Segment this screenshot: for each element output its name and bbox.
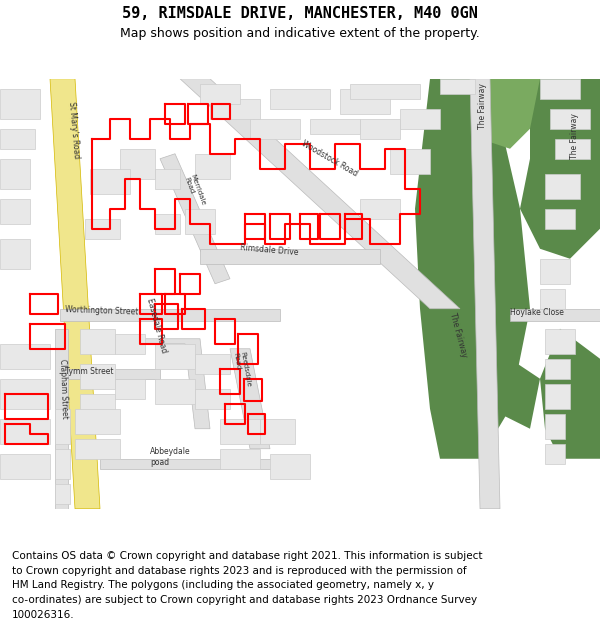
Polygon shape [55,449,70,479]
Polygon shape [250,119,300,139]
Polygon shape [0,419,50,444]
Polygon shape [220,449,260,469]
Text: HM Land Registry. The polygons (including the associated geometry, namely x, y: HM Land Registry. The polygons (includin… [12,580,434,590]
Polygon shape [270,454,310,479]
Polygon shape [390,149,430,174]
Polygon shape [100,459,300,469]
Polygon shape [230,349,270,449]
Polygon shape [0,239,30,269]
Polygon shape [55,409,70,444]
Polygon shape [130,339,210,429]
Text: The Fairway: The Fairway [448,312,469,359]
Polygon shape [0,129,35,149]
Polygon shape [115,379,145,399]
Polygon shape [470,79,500,509]
Polygon shape [160,154,230,284]
Polygon shape [155,214,180,234]
Polygon shape [185,209,215,234]
Polygon shape [310,119,360,134]
Polygon shape [210,99,260,119]
Polygon shape [195,154,230,179]
Text: Rimsdale Drive: Rimsdale Drive [240,242,299,257]
Polygon shape [545,414,565,439]
Text: Merridale
Road: Merridale Road [183,174,206,209]
Polygon shape [480,79,540,149]
Polygon shape [540,259,570,284]
Text: Reedsdale
Road: Reedsdale Road [232,351,251,389]
Polygon shape [90,169,130,194]
Text: Abbeydale
poad: Abbeydale poad [150,448,191,467]
Polygon shape [540,329,600,459]
Polygon shape [360,199,400,219]
Polygon shape [220,419,260,444]
Text: 100026316.: 100026316. [12,610,74,620]
Polygon shape [85,219,120,239]
Polygon shape [540,289,565,309]
Text: The Fairway: The Fairway [570,113,579,159]
Polygon shape [0,344,50,369]
Text: Map shows position and indicative extent of the property.: Map shows position and indicative extent… [120,28,480,40]
Polygon shape [520,79,600,259]
Polygon shape [115,334,145,354]
Polygon shape [155,344,195,369]
Polygon shape [0,159,30,189]
Polygon shape [50,79,100,509]
Polygon shape [510,309,600,321]
Polygon shape [55,484,70,504]
Polygon shape [415,79,530,459]
Polygon shape [155,379,195,404]
Polygon shape [0,199,30,224]
Polygon shape [270,89,330,109]
Polygon shape [360,119,400,139]
Polygon shape [555,139,590,159]
Polygon shape [180,79,460,309]
Text: Clapham Street: Clapham Street [58,359,69,419]
Polygon shape [195,354,230,374]
Text: The Fairway: The Fairway [478,83,487,129]
Polygon shape [75,439,120,459]
Text: St Mary's Road: St Mary's Road [67,101,81,159]
Polygon shape [540,79,580,99]
Polygon shape [350,84,420,99]
Polygon shape [400,109,440,129]
Polygon shape [155,169,180,189]
Polygon shape [0,89,40,119]
Polygon shape [545,444,565,464]
Polygon shape [75,409,120,434]
Text: co-ordinates) are subject to Crown copyright and database rights 2023 Ordnance S: co-ordinates) are subject to Crown copyr… [12,595,477,605]
Polygon shape [545,384,570,409]
Polygon shape [545,174,580,199]
Polygon shape [550,109,590,129]
Polygon shape [80,394,115,419]
Polygon shape [195,389,230,409]
Polygon shape [545,359,570,379]
Polygon shape [120,149,155,179]
Polygon shape [545,329,575,354]
Polygon shape [260,419,295,444]
Text: Hoylake Close: Hoylake Close [510,308,564,317]
Text: Worthington Street: Worthington Street [65,305,139,317]
Polygon shape [340,89,390,114]
Text: 59, RIMSDALE DRIVE, MANCHESTER, M40 0GN: 59, RIMSDALE DRIVE, MANCHESTER, M40 0GN [122,6,478,21]
Polygon shape [0,454,50,479]
Polygon shape [55,329,68,509]
Polygon shape [0,379,50,409]
Polygon shape [200,249,380,264]
Polygon shape [80,364,115,389]
Polygon shape [80,329,115,354]
Text: to Crown copyright and database rights 2023 and is reproduced with the permissio: to Crown copyright and database rights 2… [12,566,467,576]
Polygon shape [200,84,240,104]
Polygon shape [490,359,540,429]
Polygon shape [60,369,160,379]
Polygon shape [545,209,575,229]
Text: Woodstock Road: Woodstock Road [300,139,359,179]
Polygon shape [440,79,475,94]
Text: Contains OS data © Crown copyright and database right 2021. This information is : Contains OS data © Crown copyright and d… [12,551,482,561]
Text: Easedale Road: Easedale Road [145,297,168,354]
Text: Tymm Street: Tymm Street [65,367,113,376]
Polygon shape [60,309,280,321]
